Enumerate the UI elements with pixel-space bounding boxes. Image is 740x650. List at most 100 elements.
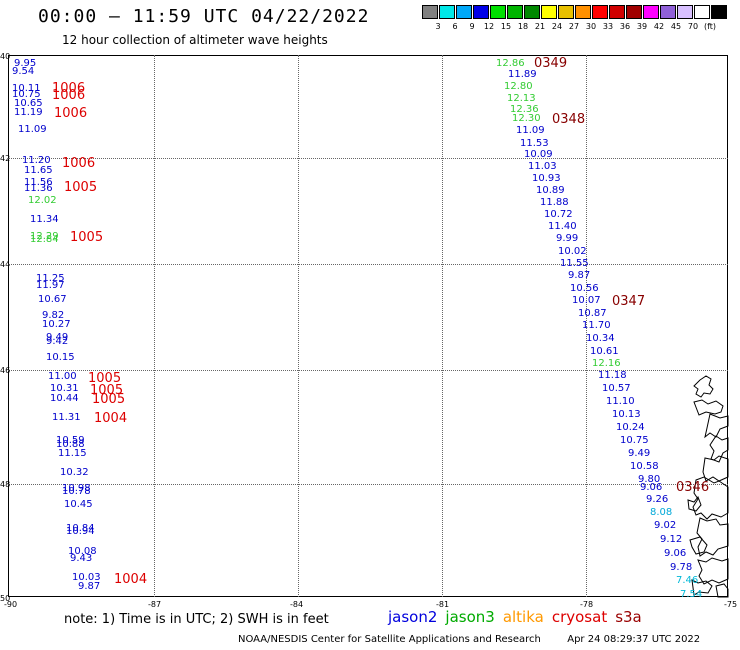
legend-swatch [660, 5, 676, 19]
wave-height-value: 9.02 [654, 520, 677, 531]
wave-height-value: 10.84 [66, 523, 95, 534]
wave-height-value: 11.65 [24, 165, 53, 176]
wave-height-value: 10.67 [38, 294, 67, 305]
wave-height-value: 10.75 [620, 435, 649, 446]
wave-height-value: 12.02 [28, 195, 57, 206]
wave-height-value: 10.11 [12, 83, 41, 94]
legend-label: 12 [483, 22, 495, 31]
longitude-label: -84 [290, 600, 304, 609]
pass-time-label: 1006 [52, 88, 86, 103]
wave-height-value: 8.08 [650, 507, 673, 518]
legend-swatch [677, 5, 693, 19]
wave-height-value: 11.00 [48, 371, 77, 382]
pass-time-label: 1004 [114, 572, 148, 587]
wave-height-value: 10.07 [572, 295, 601, 306]
wave-height-value: 10.65 [14, 98, 43, 109]
wave-height-value: 10.24 [616, 422, 645, 433]
wave-height-value: 11.20 [22, 155, 51, 166]
wave-height-value: 10.98 [62, 483, 91, 494]
wave-height-value: 9.54 [12, 66, 35, 77]
wave-height-value: 11.97 [36, 280, 65, 291]
pass-time-label: 0347 [612, 294, 646, 309]
wave-height-value: 9.12 [660, 534, 683, 545]
parallel-line [8, 264, 728, 265]
satellite-legend: jason2 jason3 altika cryosat s3a [388, 608, 650, 626]
wave-height-value: 11.53 [520, 138, 549, 149]
legend-swatch [541, 5, 557, 19]
meridian-line [442, 55, 443, 597]
wave-height-value: 10.03 [72, 572, 101, 583]
legend-swatch [575, 5, 591, 19]
legend-label: 21 [534, 22, 546, 31]
longitude-label: -78 [580, 600, 594, 609]
wave-height-value: 11.89 [508, 69, 537, 80]
wave-height-value: 10.59 [56, 435, 85, 446]
pass-time-label: 1006 [62, 156, 96, 171]
legend-swatch [490, 5, 506, 19]
legend-swatch [422, 5, 438, 19]
wave-height-value: 9.06 [664, 548, 687, 559]
pass-time-label: 1005 [92, 392, 126, 407]
wave-height-value: 11.15 [58, 448, 87, 459]
latitude-label: 40 [0, 52, 11, 61]
legend-label: 70 [687, 22, 699, 31]
wave-height-value: 11.34 [30, 214, 59, 225]
wave-height-value: 11.25 [36, 273, 65, 284]
wave-height-value: 9.06 [640, 482, 663, 493]
wave-height-value: 10.87 [578, 308, 607, 319]
pass-time-label: 1005 [88, 371, 122, 386]
wave-height-value: 9.87 [78, 581, 101, 592]
legend-swatch [507, 5, 523, 19]
legend-swatch [643, 5, 659, 19]
wave-height-value: 11.09 [18, 124, 47, 135]
wave-height-value: 11.18 [598, 370, 627, 381]
page-subtitle: 12 hour collection of altimeter wave hei… [62, 33, 328, 47]
wave-height-value: 10.72 [544, 209, 573, 220]
legend-label: 18 [517, 22, 529, 31]
legend-label: 33 [602, 22, 614, 31]
legend-label: (ft) [703, 22, 717, 31]
wave-height-value: 9.78 [670, 562, 693, 573]
longitude-label: -90 [4, 600, 18, 609]
legend-swatch [456, 5, 472, 19]
meridian-line [298, 55, 299, 597]
satellite-jason3: jason3 [445, 608, 495, 626]
legend-swatch [626, 5, 642, 19]
wave-height-value: 11.31 [52, 412, 81, 423]
pass-time-label: 0346 [676, 480, 710, 495]
legend-label: 3 [435, 22, 441, 31]
wave-height-value: 10.61 [590, 346, 619, 357]
wave-height-value: 10.75 [12, 89, 41, 100]
wave-height-value: 9.99 [556, 233, 579, 244]
wave-height-value: 11.19 [14, 107, 43, 118]
credit-text: NOAA/NESDIS Center for Satellite Applica… [238, 634, 541, 645]
legend-label: 30 [585, 22, 597, 31]
pass-time-label: 0348 [552, 112, 586, 127]
wave-height-value: 9.87 [568, 270, 591, 281]
wave-height-value: 11.09 [516, 125, 545, 136]
pass-time-label: 1005 [70, 230, 104, 245]
pass-time-label: 0349 [534, 56, 568, 71]
legend-label: 6 [452, 22, 458, 31]
wave-height-value: 10.15 [46, 352, 75, 363]
wave-height-value: 9.49 [628, 448, 651, 459]
wave-height-value: 7.46 [676, 575, 699, 586]
legend-label: 39 [636, 22, 648, 31]
wave-height-value: 11.10 [606, 396, 635, 407]
wave-height-value: 10.02 [558, 246, 587, 257]
wave-height-value: 10.34 [586, 333, 615, 344]
latitude-label: 42 [0, 154, 11, 163]
wave-height-value: 10.45 [64, 499, 93, 510]
wave-height-value: 12.16 [592, 358, 621, 369]
satellite-cryosat: cryosat [551, 608, 608, 626]
legend-swatch [592, 5, 608, 19]
legend-label: 24 [551, 22, 563, 31]
legend-label: 42 [653, 22, 665, 31]
wave-height-value: 10.09 [524, 149, 553, 160]
generated-timestamp: Apr 24 08:29:37 UTC 2022 [567, 634, 701, 645]
wave-height-value: 10.58 [630, 461, 659, 472]
satellite-altika: altika [502, 608, 544, 626]
wave-height-value: 7.54 [680, 589, 703, 600]
wave-height-value: 10.44 [50, 393, 79, 404]
pass-time-label: 1006 [52, 81, 86, 96]
